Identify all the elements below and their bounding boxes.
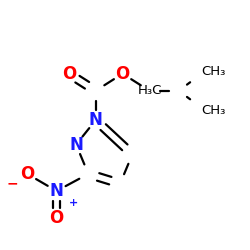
Text: N: N: [69, 136, 83, 154]
Text: −: −: [7, 177, 18, 191]
Text: N: N: [89, 111, 102, 129]
Text: +: +: [69, 198, 78, 208]
Text: O: O: [50, 209, 64, 227]
Text: H₃C: H₃C: [137, 84, 162, 97]
Text: O: O: [20, 165, 34, 183]
Text: CH₃: CH₃: [201, 104, 225, 117]
Text: CH₃: CH₃: [201, 65, 225, 78]
Text: O: O: [116, 65, 130, 83]
Text: O: O: [62, 65, 76, 83]
Text: N: N: [50, 182, 64, 200]
